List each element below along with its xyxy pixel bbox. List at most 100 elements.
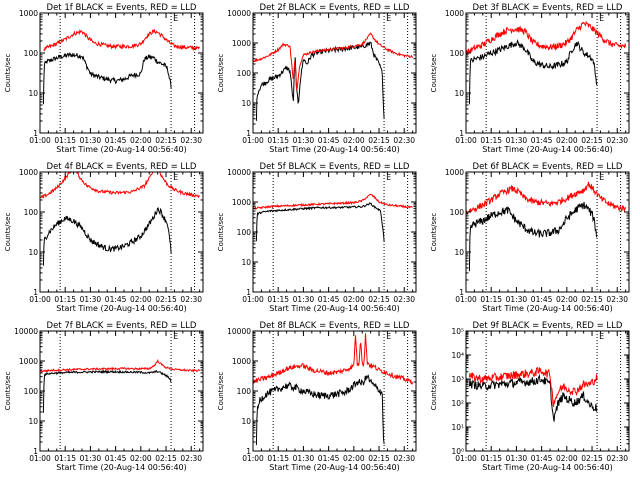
y-tick-label: 10⁴ <box>451 351 464 360</box>
plot-frame <box>465 12 630 134</box>
plot-frame <box>39 12 204 134</box>
x-axis-label: Start Time (20-Aug-14 00:56:40) <box>269 304 400 313</box>
x-tick-label: 01:00 <box>29 136 51 145</box>
x-tick-label: 01:00 <box>455 454 477 463</box>
series-line-lld <box>43 29 201 52</box>
y-tick-label: 1 <box>246 288 251 297</box>
series-line-lld <box>466 20 627 56</box>
y-axis-label: Counts/sec <box>430 372 438 411</box>
y-axis-label: Counts/sec <box>430 54 438 93</box>
e-marker: E <box>173 332 178 341</box>
y-tick-label: 100 <box>24 208 39 217</box>
series-line-lld <box>40 172 200 199</box>
y-tick-label: 1 <box>459 129 464 138</box>
panel-title: Det 9f BLACK = Events, RED = LLD <box>473 321 623 331</box>
x-tick-label: 02:30 <box>180 295 202 304</box>
x-tick-label: 01:15 <box>267 454 289 463</box>
y-tick-label: 100 <box>237 228 252 237</box>
x-tick-label: 02:30 <box>606 295 628 304</box>
x-tick-label: 02:00 <box>556 295 578 304</box>
y-tick-label: 10 <box>28 417 38 426</box>
x-tick-label: 02:15 <box>581 136 603 145</box>
x-tick-label: 02:00 <box>130 136 152 145</box>
x-tick-label: 01:45 <box>531 136 553 145</box>
plot-frame <box>39 171 204 293</box>
x-tick-label: 02:30 <box>180 136 202 145</box>
series-line-events <box>255 374 385 446</box>
e-marker: E <box>599 173 604 182</box>
x-tick-label: 01:15 <box>54 454 76 463</box>
y-tick-label: 100 <box>450 49 465 58</box>
x-axis-label: Start Time (20-Aug-14 00:56:40) <box>482 145 613 154</box>
y-tick-label: 10 <box>241 99 251 108</box>
x-tick-label: 01:15 <box>54 295 76 304</box>
y-tick-label: 100 <box>24 387 39 396</box>
y-tick-label: 10³ <box>451 375 464 384</box>
x-tick-label: 02:00 <box>556 454 578 463</box>
x-tick-label: 02:00 <box>556 136 578 145</box>
y-tick-label: 10⁰ <box>451 447 464 456</box>
y-tick-label: 10² <box>451 399 464 408</box>
plot-frame <box>465 171 630 293</box>
x-tick-label: 02:30 <box>606 136 628 145</box>
y-tick-label: 10 <box>454 89 464 98</box>
x-tick-label: 01:30 <box>80 454 102 463</box>
y-tick-label: 10 <box>28 248 38 257</box>
panel-title: Det 2f BLACK = Events, RED = LLD <box>260 3 410 13</box>
x-tick-label: 02:15 <box>581 454 603 463</box>
series-line-events <box>468 201 598 272</box>
y-tick-label: 1 <box>33 288 38 297</box>
x-tick-label: 01:30 <box>293 454 315 463</box>
y-tick-label: 10000 <box>14 327 38 336</box>
y-tick-label: 10¹ <box>451 423 464 432</box>
panel-title: Det 3f BLACK = Events, RED = LLD <box>473 3 623 13</box>
y-tick-label: 100 <box>237 69 252 78</box>
y-tick-label: 10⁵ <box>451 327 464 336</box>
x-tick-label: 01:15 <box>54 136 76 145</box>
panel-title: Det 7f BLACK = Events, RED = LLD <box>47 321 197 331</box>
series-line-lld <box>253 32 414 91</box>
series-line-lld <box>253 193 413 210</box>
series-line-events <box>42 207 172 266</box>
y-tick-label: 1 <box>33 129 38 138</box>
y-axis-label: Counts/sec <box>4 213 12 252</box>
x-tick-label: 02:00 <box>343 136 365 145</box>
x-tick-label: 02:15 <box>581 295 603 304</box>
x-tick-label: 01:00 <box>242 454 264 463</box>
x-tick-label: 01:15 <box>267 295 289 304</box>
panel-title: Det 1f BLACK = Events, RED = LLD <box>47 3 197 13</box>
y-axis-label: Counts/sec <box>217 213 225 252</box>
x-tick-label: 02:30 <box>606 454 628 463</box>
y-tick-label: 10 <box>454 248 464 257</box>
x-tick-label: 01:00 <box>29 295 51 304</box>
series-line-events <box>255 202 385 242</box>
e-marker: E <box>386 332 391 341</box>
x-tick-label: 01:30 <box>506 454 528 463</box>
y-tick-label: 1000 <box>445 168 464 177</box>
y-tick-label: 1000 <box>232 357 251 366</box>
x-axis-label: Start Time (20-Aug-14 00:56:40) <box>482 304 613 313</box>
y-tick-label: 10 <box>28 89 38 98</box>
y-tick-label: 1 <box>246 447 251 456</box>
y-tick-label: 1000 <box>445 9 464 18</box>
y-axis-label: Counts/sec <box>217 372 225 411</box>
series-line-events <box>468 373 598 422</box>
x-tick-label: 01:45 <box>105 454 127 463</box>
y-tick-label: 10000 <box>227 327 251 336</box>
x-tick-label: 01:15 <box>480 136 502 145</box>
series-line-events <box>468 38 598 105</box>
x-tick-label: 01:00 <box>242 136 264 145</box>
x-tick-label: 01:15 <box>267 136 289 145</box>
series-line-lld <box>466 181 627 216</box>
y-tick-label: 1000 <box>232 39 251 48</box>
y-tick-label: 1000 <box>19 9 38 18</box>
x-tick-label: 01:30 <box>506 136 528 145</box>
x-tick-label: 01:30 <box>80 295 102 304</box>
